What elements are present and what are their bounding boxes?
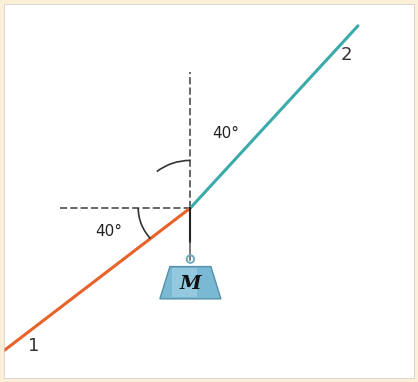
Text: 40°: 40° — [95, 224, 122, 239]
Polygon shape — [160, 267, 221, 299]
Text: 40°: 40° — [212, 126, 239, 141]
Text: 1: 1 — [28, 337, 40, 354]
Text: 2: 2 — [341, 46, 352, 64]
Polygon shape — [172, 268, 196, 297]
Text: M: M — [180, 275, 201, 293]
